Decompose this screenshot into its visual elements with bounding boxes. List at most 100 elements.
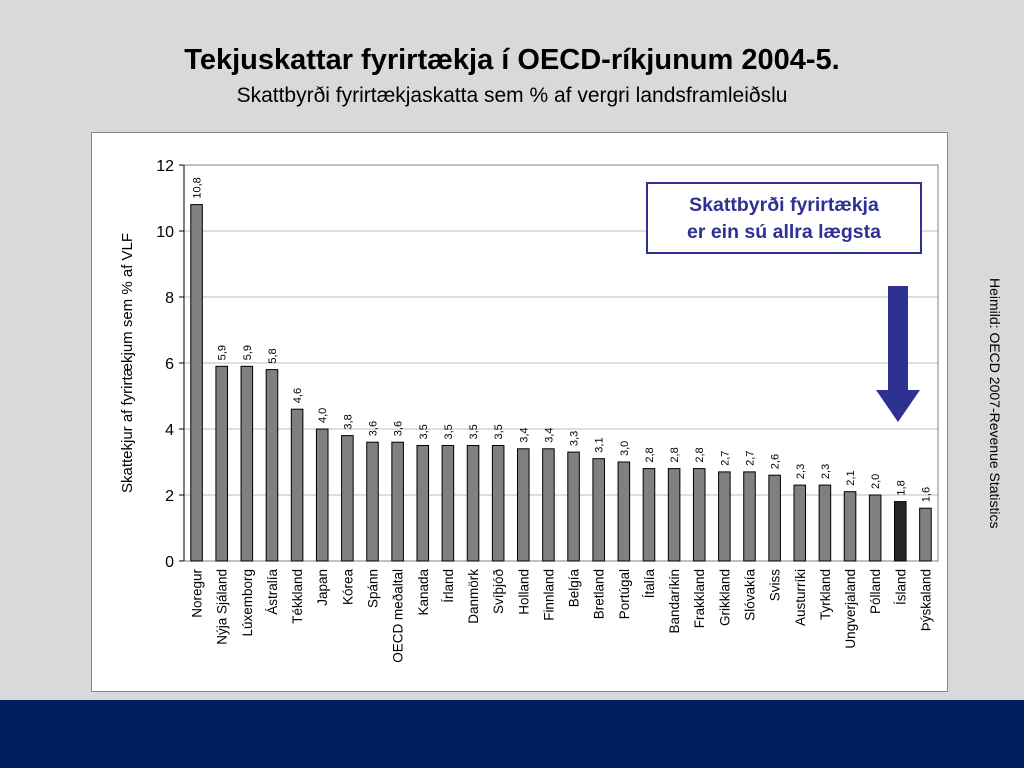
data-label: 2,3 bbox=[820, 464, 832, 479]
data-label: 3,5 bbox=[468, 424, 480, 439]
x-tick-label: Kanada bbox=[416, 569, 431, 616]
x-tick-label: Ítalía bbox=[642, 569, 657, 599]
x-tick-label: Bandaríkin bbox=[667, 569, 682, 634]
data-label: 3,0 bbox=[619, 441, 631, 456]
y-tick-label: 2 bbox=[165, 488, 174, 505]
x-tick-label: Ungverjaland bbox=[843, 569, 858, 649]
data-label: 1,8 bbox=[895, 480, 907, 495]
data-label: 10,8 bbox=[192, 177, 204, 198]
x-tick-label: Japan bbox=[315, 569, 330, 606]
data-label: 3,5 bbox=[443, 424, 455, 439]
footer-bar bbox=[0, 700, 1024, 768]
x-tick-label: Svíþjóð bbox=[491, 569, 506, 614]
data-label: 1,6 bbox=[920, 487, 932, 502]
x-tick-label: Portúgal bbox=[617, 569, 632, 619]
bar bbox=[843, 491, 857, 562]
x-tick-label: Austurríki bbox=[793, 569, 808, 626]
data-label: 2,8 bbox=[669, 447, 681, 462]
x-tick-label: Lúxemborg bbox=[240, 569, 255, 637]
callout-line-1: Skattbyrði fyrirtækja bbox=[689, 194, 879, 216]
bar bbox=[190, 204, 203, 562]
x-tick-label: Ástralía bbox=[265, 569, 280, 615]
callout-box: Skattbyrði fyrirtækja er ein sú allra læ… bbox=[646, 182, 922, 254]
data-label: 2,6 bbox=[770, 454, 782, 469]
x-tick-label: Belgía bbox=[567, 569, 582, 608]
data-label: 2,0 bbox=[870, 474, 882, 489]
bar bbox=[315, 428, 329, 562]
data-label: 2,3 bbox=[795, 464, 807, 479]
bar bbox=[793, 484, 807, 562]
data-label: 2,8 bbox=[694, 447, 706, 462]
data-label: 3,8 bbox=[342, 414, 354, 429]
x-tick-label: Slóvakía bbox=[743, 569, 758, 621]
x-tick-label: Grikkland bbox=[717, 569, 732, 626]
bar bbox=[692, 468, 706, 562]
x-tick-label: Ísland bbox=[893, 569, 908, 605]
bar bbox=[592, 458, 605, 562]
bar bbox=[290, 408, 304, 562]
bar bbox=[542, 448, 555, 562]
data-label: 3,3 bbox=[569, 431, 581, 446]
x-tick-label: Tékkland bbox=[290, 569, 305, 624]
data-label: 5,8 bbox=[267, 348, 279, 363]
bar bbox=[215, 365, 228, 562]
bar bbox=[919, 507, 932, 562]
data-label: 2,1 bbox=[845, 470, 857, 485]
bar bbox=[567, 451, 580, 562]
y-tick-label: 10 bbox=[156, 224, 174, 241]
bar bbox=[894, 501, 907, 562]
y-tick-label: 12 bbox=[156, 158, 174, 175]
y-tick-label: 8 bbox=[165, 290, 174, 307]
y-tick-label: 0 bbox=[165, 554, 174, 571]
data-label: 3,6 bbox=[393, 421, 405, 436]
callout-line-2: er ein sú allra lægsta bbox=[686, 221, 881, 243]
data-label: 3,6 bbox=[368, 421, 380, 436]
data-label: 4,6 bbox=[292, 388, 304, 403]
x-tick-label: Noregur bbox=[190, 569, 205, 618]
bar bbox=[818, 484, 832, 562]
slide-title: Tekjuskattar fyrirtækja í OECD-ríkjunum … bbox=[184, 44, 840, 76]
bar-chart: 0 2 4 6 8 10 12 Skattekjur af fyrirtækjum sem %… bbox=[119, 158, 939, 663]
bar bbox=[441, 445, 455, 562]
data-label: 4,0 bbox=[317, 408, 329, 423]
bar bbox=[642, 468, 656, 562]
bar bbox=[240, 365, 254, 562]
x-tick-label: Pólland bbox=[868, 569, 883, 614]
x-tick-label: Bretland bbox=[592, 569, 607, 619]
x-tick-label: Spánn bbox=[366, 569, 381, 608]
bar bbox=[868, 494, 882, 562]
data-label: 5,9 bbox=[217, 345, 229, 360]
bar bbox=[667, 468, 681, 562]
data-label: 3,1 bbox=[594, 437, 606, 452]
source-note: Heimild: OECD 2007-Revenue Statistics bbox=[987, 278, 1003, 529]
x-tick-label: Finnland bbox=[541, 569, 556, 621]
data-label: 3,4 bbox=[543, 428, 555, 443]
bar bbox=[517, 448, 530, 562]
y-tick-label: 6 bbox=[165, 356, 174, 373]
bar bbox=[416, 445, 430, 562]
bar bbox=[491, 445, 505, 562]
x-tick-label: Danmörk bbox=[466, 569, 481, 624]
bar bbox=[265, 369, 279, 562]
bar bbox=[768, 474, 781, 562]
y-tick-label: 4 bbox=[165, 422, 174, 439]
x-tick-label: Nýja Sjáland bbox=[215, 569, 230, 645]
x-tick-label: Tyrkland bbox=[818, 569, 833, 620]
bar bbox=[341, 435, 354, 562]
x-tick-label: Kórea bbox=[340, 569, 355, 606]
data-label: 2,7 bbox=[719, 451, 731, 466]
x-tick-label: Frakkland bbox=[692, 569, 707, 628]
data-label: 3,4 bbox=[518, 428, 530, 443]
down-arrow-icon bbox=[876, 286, 920, 422]
data-label: 2,8 bbox=[644, 447, 656, 462]
slide-subtitle: Skattbyrði fyrirtækjaskatta sem % af ver… bbox=[236, 84, 788, 107]
x-tick-label: Írland bbox=[441, 569, 456, 603]
bar bbox=[617, 461, 631, 562]
y-axis-label: Skattekjur af fyrirtækjum sem % af VLF bbox=[119, 233, 136, 493]
bar bbox=[466, 445, 480, 562]
x-tick-label: Sviss bbox=[768, 569, 783, 602]
data-label: 3,5 bbox=[418, 424, 430, 439]
bar bbox=[366, 441, 379, 562]
bar bbox=[743, 471, 756, 562]
bar bbox=[718, 471, 731, 562]
